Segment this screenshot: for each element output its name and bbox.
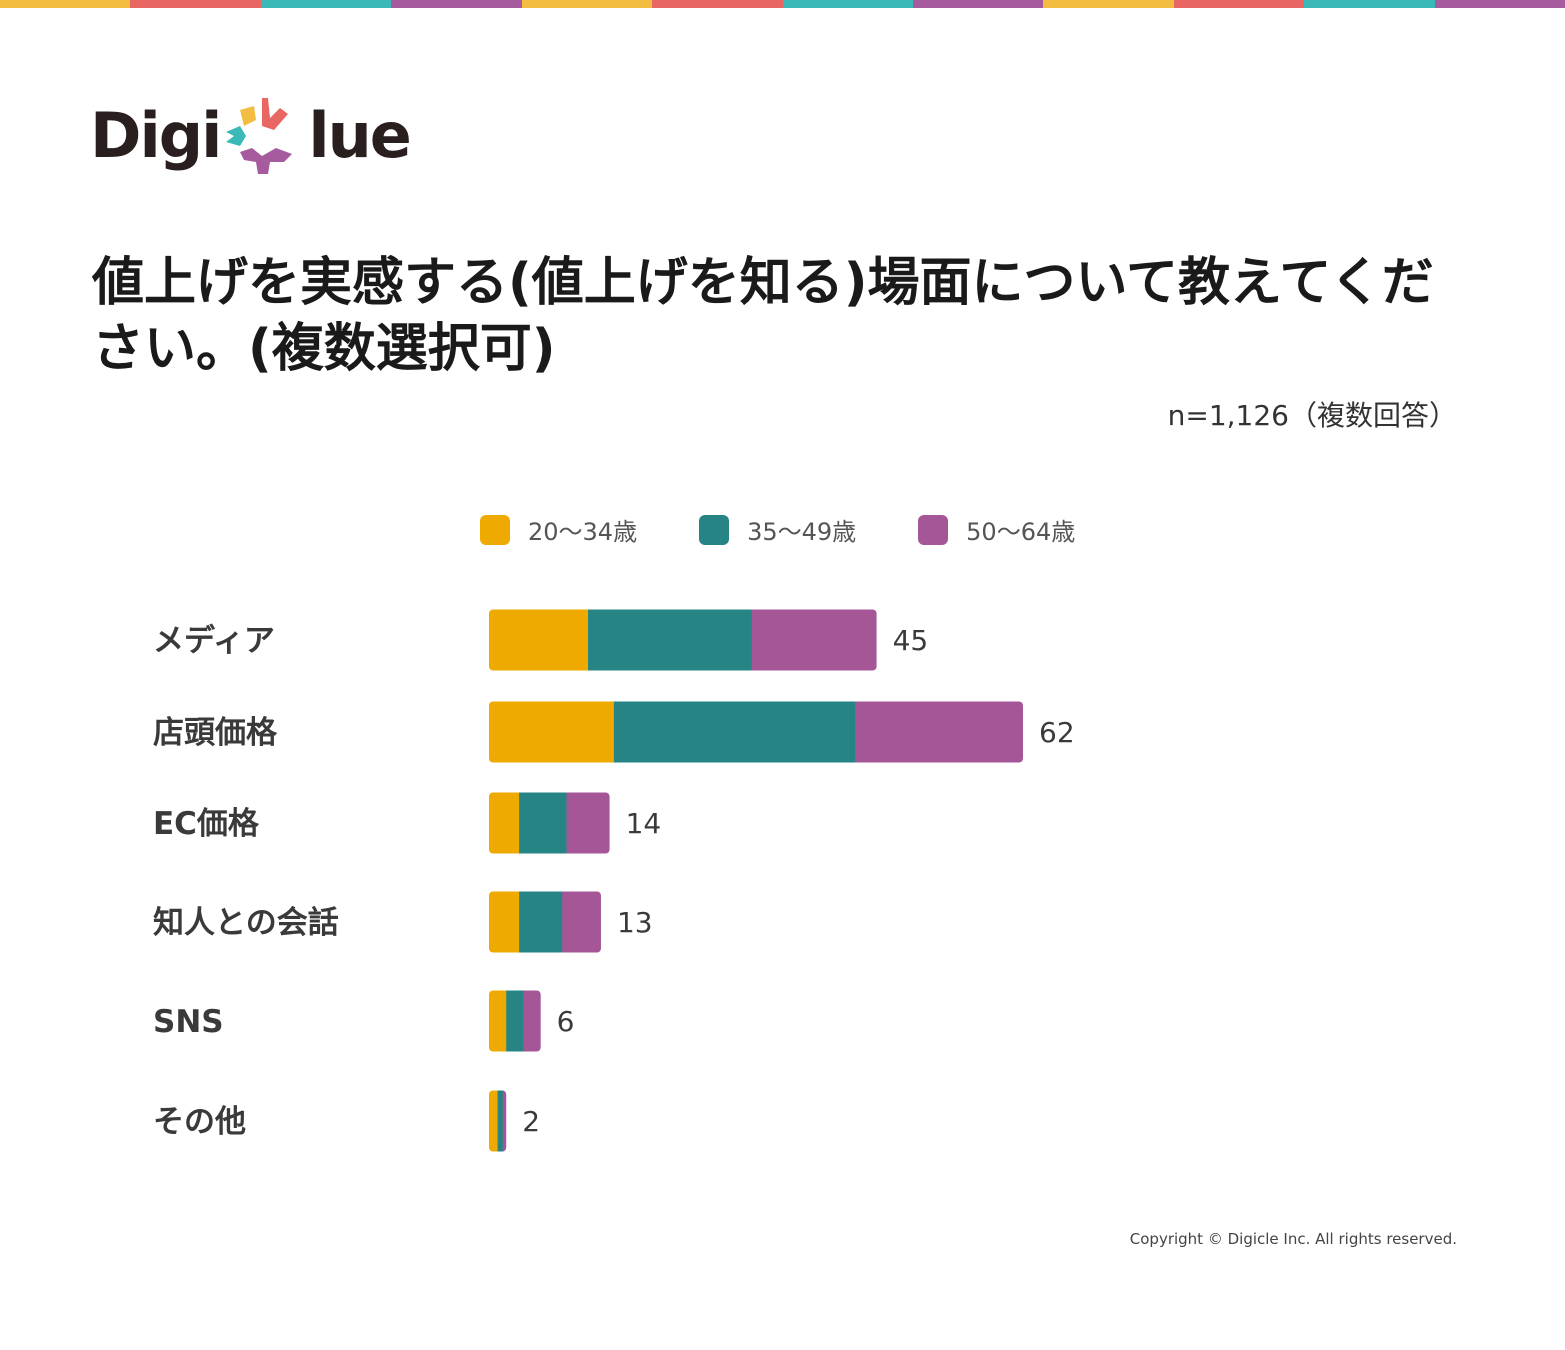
bar-segment-series-0 (489, 701, 615, 763)
legend-item-50-64: 50〜64歳 (918, 512, 1075, 547)
stripe-segment (912, 0, 1044, 8)
bar-group (489, 701, 1023, 763)
stripe-segment (1434, 0, 1565, 8)
stripe-segment (1304, 0, 1435, 8)
bar-segment-series-1 (613, 701, 856, 763)
bar-segment-series-2 (751, 609, 877, 671)
stripe-segment (782, 0, 913, 8)
bar-segment-series-2 (562, 891, 601, 953)
category-label: 知人との会話 (153, 905, 339, 941)
bar-segment-series-0 (489, 891, 520, 953)
copyright-notice: Copyright © Digicle Inc. All rights rese… (1129, 1230, 1457, 1248)
category-label: 店頭価格 (153, 715, 278, 751)
bar-total-label: 62 (1039, 716, 1075, 749)
chart-legend: 20〜34歳 35〜49歳 50〜64歳 (480, 512, 1075, 547)
bar-segment-series-2 (502, 1090, 507, 1152)
legend-label-50-64: 50〜64歳 (966, 518, 1076, 546)
bar-segment-series-1 (497, 1090, 504, 1152)
bar-group (489, 792, 610, 854)
digicle-logo: Digi lue (90, 96, 412, 176)
legend-label-20-34: 20〜34歳 (528, 518, 638, 546)
stripe-segment (391, 0, 522, 8)
bar-segment-series-2 (855, 701, 1023, 763)
legend-item-35-49: 35〜49歳 (699, 512, 856, 547)
bar-segment-series-1 (506, 990, 524, 1052)
sample-size-note: n=1,126（複数回答） (1167, 399, 1457, 432)
stripe-segment (521, 0, 653, 8)
bar-total-label: 14 (626, 807, 662, 840)
category-label: SNS (153, 1004, 224, 1040)
logo-text-left: Digi (90, 99, 222, 172)
bar-segment-series-1 (588, 609, 753, 671)
category-label: メディア (153, 623, 275, 659)
page-title: 値上げを実感する(値上げを知る)場面について教えてください。(複数選択可) (92, 253, 1434, 379)
top-color-stripe (0, 0, 1565, 8)
legend-swatch-35-49 (699, 514, 730, 545)
stripe-segment (652, 0, 783, 8)
bar-segment-series-2 (523, 990, 541, 1052)
logo-text-right: lue (308, 99, 411, 172)
stripe-segment (1043, 0, 1174, 8)
bar-segment-series-0 (489, 792, 520, 854)
bar-group (489, 891, 601, 953)
bar-segment-series-0 (489, 1090, 499, 1152)
stripe-segment (1173, 0, 1305, 8)
bar-segment-series-0 (489, 609, 589, 671)
legend-label-35-49: 35〜49歳 (747, 518, 857, 546)
bar-total-label: 2 (522, 1105, 540, 1138)
bar-total-label: 13 (617, 906, 653, 939)
bar-segment-series-1 (519, 891, 563, 953)
bar-segment-series-1 (519, 792, 568, 854)
category-label: EC価格 (153, 806, 260, 842)
digicle-logo-c-mark (226, 98, 293, 174)
bar-group (489, 1090, 507, 1152)
bar-total-label: 6 (557, 1005, 575, 1038)
category-label: その他 (153, 1104, 246, 1140)
stripe-segment (260, 0, 392, 8)
legend-item-20-34: 20〜34歳 (480, 512, 637, 547)
stripe-segment (130, 0, 261, 8)
bar-segment-series-0 (489, 990, 507, 1052)
stripe-segment (0, 0, 131, 8)
legend-swatch-20-34 (480, 514, 510, 545)
bar-total-label: 45 (893, 624, 929, 657)
bar-segment-series-2 (566, 792, 610, 854)
bar-group (489, 609, 877, 671)
bar-group (489, 990, 541, 1052)
legend-swatch-50-64 (918, 514, 949, 545)
